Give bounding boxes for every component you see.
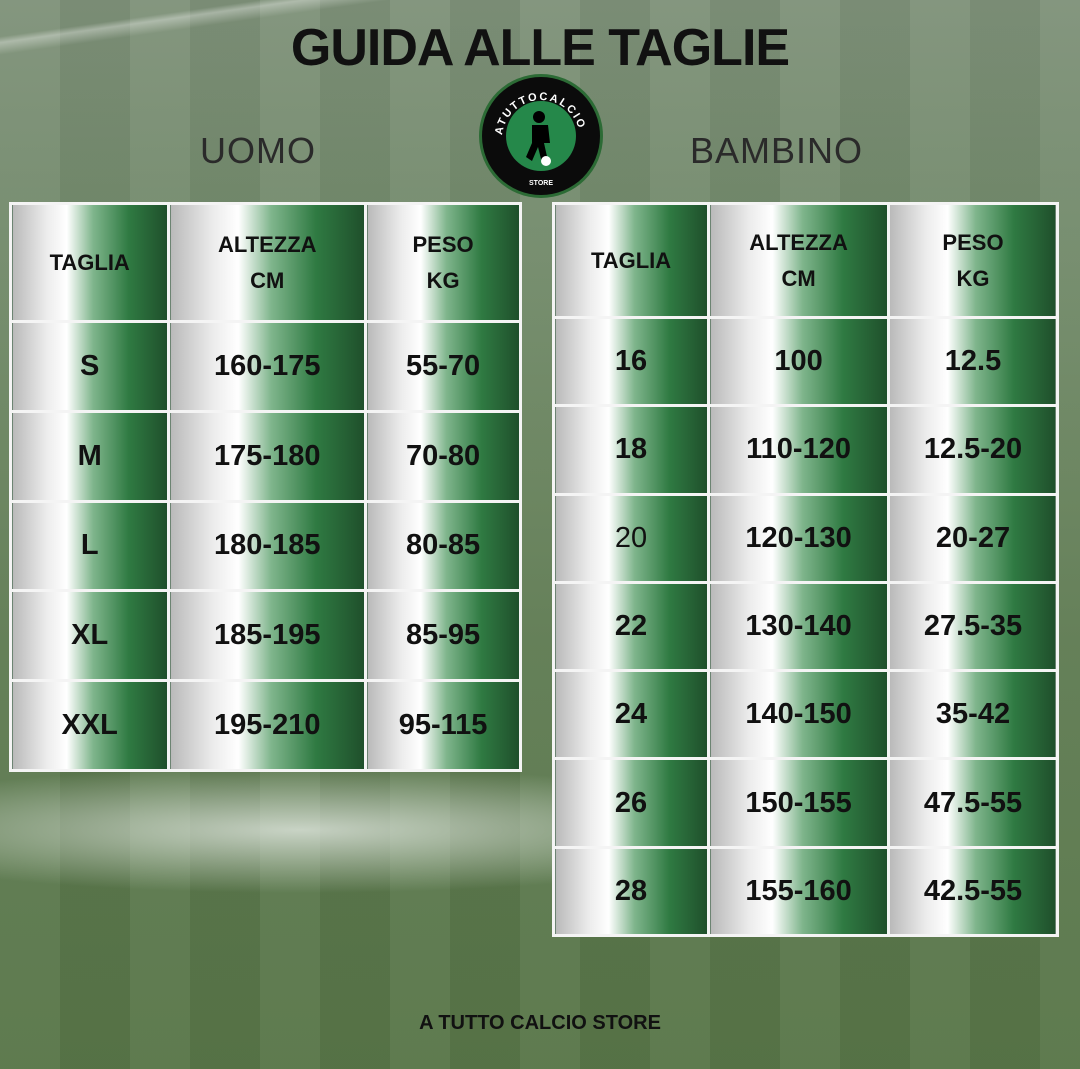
table-row: 28 155-160 42.5-55 — [551, 845, 1060, 938]
column-header: TAGLIA — [551, 202, 711, 319]
table-cell: 12.5 — [886, 315, 1060, 408]
table-cell: 22 — [551, 580, 711, 673]
page-title: GUIDA ALLE TAGLIE — [290, 19, 790, 77]
header-row: TAGLIA ALTEZZA CM PESO KG — [551, 202, 1060, 319]
table-cell: 55-70 — [364, 320, 522, 413]
table-cell: 100 — [707, 315, 890, 408]
column-header: ALTEZZA CM — [707, 202, 890, 319]
table-cell: 85-95 — [364, 589, 522, 683]
column-header: PESO KG — [886, 202, 1060, 319]
table-cell: S — [8, 320, 171, 413]
header-text: CM — [250, 267, 285, 293]
table-cell: 28 — [551, 845, 711, 938]
table-cell: 130-140 — [707, 580, 890, 673]
column-header: TAGLIA — [8, 202, 171, 323]
table-row: 20 120-130 20-27 — [551, 492, 1060, 584]
section-title-uomo: UOMO — [200, 130, 316, 171]
table-cell: 12.5-20 — [886, 404, 1060, 496]
table-cell: 80-85 — [364, 499, 522, 593]
football-player-icon: ATUTTOCALCIO STORE — [493, 91, 586, 187]
table-cell: 180-185 — [167, 499, 368, 593]
table-row: XL 185-195 85-95 — [8, 589, 522, 683]
section-title-bambino: BAMBINO — [690, 130, 864, 171]
table-cell: 26 — [551, 757, 711, 849]
table-row: L 180-185 80-85 — [8, 499, 522, 593]
table-row: XXL 195-210 95-115 — [8, 679, 522, 772]
header-text: ALTEZZA — [749, 229, 848, 255]
table-cell: M — [8, 409, 171, 503]
table-cell: L — [8, 499, 171, 593]
header-text: CM — [781, 265, 816, 291]
table-cell: 110-120 — [707, 404, 890, 496]
table-row: 24 140-150 35-42 — [551, 669, 1060, 761]
table-cell: 70-80 — [364, 409, 522, 503]
table-row: 22 130-140 27.5-35 — [551, 580, 1060, 673]
svg-text:STORE: STORE — [529, 180, 553, 187]
table-cell: 42.5-55 — [886, 845, 1060, 938]
table-row: M 175-180 70-80 — [8, 409, 522, 503]
header-text: KG — [426, 267, 460, 293]
table-cell: 18 — [551, 404, 711, 496]
table-row: 18 110-120 12.5-20 — [551, 404, 1060, 496]
header-text: TAGLIA — [49, 249, 130, 275]
table-cell: XXL — [8, 679, 171, 772]
table-cell: 140-150 — [707, 669, 890, 761]
table-cell: 27.5-35 — [886, 580, 1060, 673]
header-text: ALTEZZA — [217, 231, 317, 257]
column-header: PESO KG — [364, 202, 522, 323]
table-cell: 20 — [551, 492, 711, 584]
table-cell: 175-180 — [167, 409, 368, 503]
table-row: 26 150-155 47.5-55 — [551, 757, 1060, 849]
table-cell: 20-27 — [886, 492, 1060, 584]
table-cell: 185-195 — [167, 589, 368, 683]
table-row: S 160-175 55-70 — [8, 320, 522, 413]
table-cell: XL — [8, 589, 171, 683]
header-text: PESO — [942, 229, 1004, 255]
table-cell: 120-130 — [707, 492, 890, 584]
table-cell: 160-175 — [167, 320, 368, 413]
table-cell: 95-115 — [364, 679, 522, 772]
table-row: 16 100 12.5 — [551, 315, 1060, 408]
store-logo: ATUTTOCALCIO STORE — [482, 77, 600, 195]
header-text: PESO — [412, 231, 474, 257]
size-table-uomo: TAGLIA ALTEZZA CM PESO KG S 160-175 55-70 M 175-1… — [8, 202, 522, 772]
table-cell: 35-42 — [886, 669, 1060, 761]
size-table-bambino: TAGLIA ALTEZZA CM PESO KG 16 100 12.5 18 110-120 1… — [551, 202, 1060, 938]
table-cell: 16 — [551, 315, 711, 408]
table-cell: 47.5-55 — [886, 757, 1060, 849]
table-cell: 24 — [551, 669, 711, 761]
table-cell: 195-210 — [167, 679, 368, 772]
header-text: KG — [956, 265, 990, 291]
footer-store-name: A TUTTO CALCIO STORE — [419, 1012, 661, 1034]
table-cell: 155-160 — [707, 845, 890, 938]
column-header: ALTEZZA CM — [167, 202, 368, 323]
header-text: TAGLIA — [590, 247, 672, 273]
table-cell: 150-155 — [707, 757, 890, 849]
header-row: TAGLIA ALTEZZA CM PESO KG — [8, 202, 522, 323]
